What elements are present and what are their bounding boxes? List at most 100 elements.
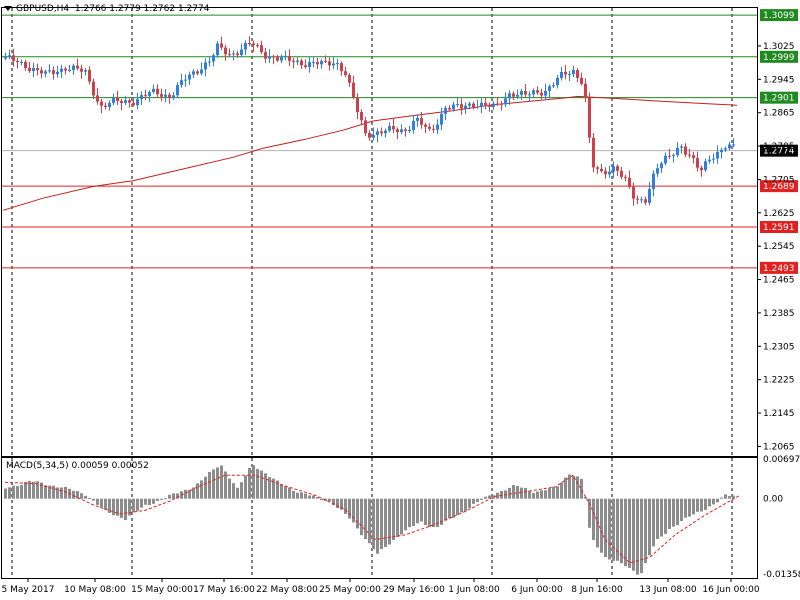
candle-body	[472, 103, 475, 108]
macd-bar	[624, 498, 627, 567]
macd-bar	[336, 498, 339, 508]
candle-body	[388, 126, 391, 131]
macd-signal-line	[4, 474, 740, 564]
candle-body	[540, 92, 543, 96]
candle-body	[396, 129, 399, 133]
macd-bar	[424, 498, 427, 525]
macd-bar	[108, 498, 111, 513]
macd-bar	[244, 475, 247, 499]
candle-body	[216, 43, 219, 56]
candle-body	[104, 105, 107, 107]
candle-body	[584, 83, 587, 98]
candle-body	[108, 103, 111, 107]
candle-body	[280, 57, 283, 61]
level-label: 1.2999	[763, 53, 795, 63]
dropdown-arrow-icon[interactable]	[4, 6, 12, 11]
candle-body	[160, 94, 163, 97]
macd-bar	[376, 498, 379, 554]
candle-body	[200, 69, 203, 74]
macd-bar	[460, 498, 463, 513]
macd-bar	[500, 490, 503, 499]
candle-body	[528, 94, 531, 96]
macd-bar	[300, 492, 303, 499]
candle-body	[204, 62, 207, 70]
macd-bar	[656, 498, 659, 539]
macd-bar	[648, 498, 651, 556]
candle-body	[676, 147, 679, 156]
macd-bar	[392, 498, 395, 540]
price-tick-label: 1.3025	[763, 42, 795, 52]
candle-body	[616, 166, 619, 171]
macd-bar	[268, 477, 271, 499]
candle-body	[580, 77, 583, 84]
macd-bar	[640, 498, 643, 574]
macd-bar	[328, 498, 331, 502]
candle-body	[28, 68, 31, 71]
macd-bar	[380, 498, 383, 549]
candle-body	[696, 158, 699, 168]
macd-bar	[240, 482, 243, 499]
macd-bar	[544, 490, 547, 499]
macd-bar	[680, 498, 683, 521]
candle-body	[196, 71, 199, 74]
macd-bar	[472, 498, 475, 504]
macd-bar	[316, 497, 319, 499]
macd-bar	[80, 493, 83, 499]
candle-body	[88, 70, 91, 82]
candle-body	[612, 166, 615, 172]
level-label: 1.2591	[763, 223, 795, 233]
candle-body	[304, 65, 307, 67]
price-tick-label: 1.2065	[763, 442, 795, 452]
candle-body	[232, 53, 235, 55]
macd-bar	[412, 498, 415, 527]
candle-body	[360, 112, 363, 121]
candle-body	[284, 55, 287, 58]
macd-bar	[4, 488, 7, 499]
macd-bar	[696, 498, 699, 512]
main-frame	[1, 7, 758, 457]
candle-body	[476, 106, 479, 108]
macd-bar	[440, 498, 443, 525]
candle-body	[408, 129, 411, 131]
candle-body	[700, 167, 703, 171]
candle-body	[240, 49, 243, 55]
candle-body	[8, 55, 11, 57]
macd-bar	[196, 483, 199, 499]
level-label: 1.2901	[763, 94, 795, 104]
macd-bar	[284, 486, 287, 499]
ohlc-values: 1.2766 1.2779 1.2762 1.2774	[74, 4, 210, 14]
macd-bar	[512, 485, 515, 499]
macd-bar	[488, 495, 491, 499]
candle-body	[40, 70, 43, 74]
candle-body	[660, 163, 663, 169]
candle-body	[372, 134, 375, 138]
candle-body	[588, 97, 591, 138]
candle-body	[644, 199, 647, 203]
macd-bar	[100, 498, 103, 508]
macd-bar	[32, 481, 35, 499]
candle-body	[600, 168, 603, 172]
candle-body	[492, 103, 495, 107]
candle-body	[288, 55, 291, 61]
candle-body	[548, 86, 551, 91]
candle-body	[604, 171, 607, 175]
candle-body	[400, 129, 403, 133]
macd-bar	[232, 483, 235, 499]
candle-body	[436, 124, 439, 130]
macd-bar	[416, 498, 419, 524]
candle-body	[568, 74, 571, 75]
macd-bar	[296, 492, 299, 499]
macd-bar	[320, 498, 323, 501]
macd-bar	[600, 498, 603, 553]
candle-body	[48, 70, 51, 72]
macd-bar	[160, 498, 163, 500]
macd-bar	[700, 498, 703, 512]
macd-bar	[72, 490, 75, 499]
candle-body	[172, 95, 175, 98]
candle-body	[712, 158, 715, 160]
macd-bar	[332, 498, 335, 506]
macd-bar	[192, 487, 195, 499]
macd-bar	[548, 488, 551, 499]
macd-axis-label: 0.00697	[763, 455, 800, 465]
